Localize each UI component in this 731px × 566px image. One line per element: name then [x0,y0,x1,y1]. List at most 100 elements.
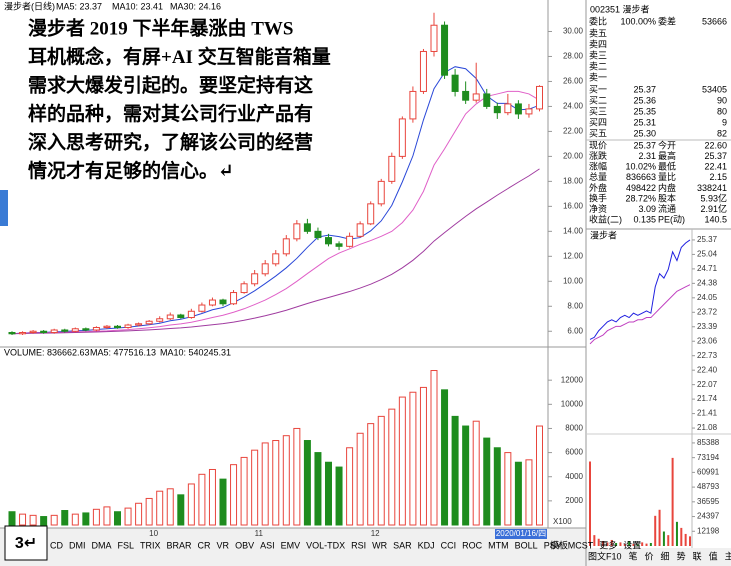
buy-level: 买四 [589,117,607,127]
date-box [495,529,547,539]
intraday-volume-bar [610,539,613,546]
buy-volume: 90 [717,95,727,105]
quote-value: 22.60 [704,140,727,150]
tab[interactable]: 联 [693,551,702,561]
candle-body [71,328,79,332]
tab[interactable]: CR [198,540,211,550]
tab[interactable]: RSI [351,540,366,550]
intraday-volume-bar [606,542,609,546]
tab[interactable]: PSY [544,540,562,550]
y-tick-label: 24.05 [697,293,718,302]
quote-value: 498422 [626,183,656,193]
tab[interactable]: BOLL [515,540,538,550]
y-tick-label: 22.07 [697,380,718,389]
tab[interactable]: 势 [677,550,686,561]
candle-body [325,237,332,245]
y-tick-label: 23.39 [697,322,718,331]
tab[interactable]: OBV [235,540,254,550]
tab[interactable]: KDJ [418,540,435,550]
candle-body [114,325,121,329]
candle-body [367,203,375,225]
y-tick-label: 18.00 [563,176,584,185]
volume-bar [367,423,375,526]
ma-line [11,90,540,335]
volume-bar [103,506,111,526]
quote-value: 0.135 [633,215,656,225]
volume-bar [272,440,280,526]
tab[interactable]: BRAR [167,540,193,550]
volume-bar [145,497,153,526]
quote-label: 股本 [658,192,676,203]
volume-bar [335,466,343,526]
quote-label: PE(动) [658,215,685,225]
volume-bar [40,516,48,526]
candle-body [314,230,322,239]
overlay-line: 样的品种，需对其公司行业产品有 [28,102,313,125]
ma-line [11,168,540,335]
volume-bar [124,507,132,526]
buy-level: 买一 [589,84,607,94]
candle-body [50,329,58,334]
tab[interactable]: 价 [645,551,654,561]
intraday-volume-bar [662,531,665,546]
tab[interactable]: 模板 [550,539,568,550]
quote-label: 现价 [589,140,607,150]
y-tick-label: 12198 [697,526,720,535]
tab[interactable]: 图文F10 [588,550,622,561]
intraday-volume-bar [628,541,631,546]
tab[interactable]: VR [217,540,230,550]
intraday-volume-bar [649,542,652,546]
volume-bar [82,512,90,526]
y-tick-label: 10000 [561,399,584,408]
tab[interactable]: 笔 [629,550,638,561]
quote-label: 净资 [589,203,607,214]
tab[interactable]: 设置 [623,540,641,550]
tab[interactable]: 细 [661,550,670,561]
tab[interactable]: MCST [568,540,594,550]
unit-label: X100 [553,517,572,526]
tab[interactable]: 值 [709,550,718,561]
tab[interactable]: ASI [260,540,275,550]
tab[interactable]: CD [50,540,63,550]
tab[interactable]: TRIX [140,540,161,550]
buy-level: 买五 [589,128,607,138]
quote-label: 流通 [658,203,676,214]
candle-body [272,253,280,265]
tab[interactable]: CCI [441,540,457,550]
tab[interactable]: SAR [393,540,412,550]
tab[interactable]: FSL [118,540,135,550]
tab[interactable]: 更多 [599,539,617,550]
candle-body [208,299,216,306]
volume-bar [325,461,332,526]
intraday-volume-bar [645,543,648,546]
intraday-volume-bar [589,461,591,546]
candle-body [8,332,16,335]
sell-level: 卖一 [589,72,607,82]
intraday-volume-bar [602,541,605,546]
tab[interactable]: VOL-TDX [306,540,345,550]
buy-price: 25.37 [633,84,656,94]
side-tab[interactable] [0,190,8,226]
tab[interactable]: 主 [725,550,731,561]
y-tick-label: 21.41 [697,409,718,418]
candle-body [419,50,427,92]
candle-body [103,325,111,329]
volume-bar [388,408,396,526]
tab[interactable]: ROC [462,540,483,550]
volume-bar [219,478,227,526]
quote-label: 涨跌 [589,151,607,161]
candle-body [156,318,164,322]
volume-bar [19,513,27,526]
quote-label: 最高 [658,150,676,161]
tab[interactable]: DMA [92,540,112,550]
tab[interactable]: MTM [488,540,509,550]
intraday-volume-bar [675,521,678,546]
candle-body [230,292,238,305]
volume-bar [441,389,449,526]
tab[interactable]: EMV [281,540,301,550]
volume-bar [398,396,406,526]
intraday-line [589,284,691,345]
tab[interactable]: WR [372,540,387,550]
tab[interactable]: DMI [69,540,86,550]
y-tick-label: 24397 [697,512,720,521]
